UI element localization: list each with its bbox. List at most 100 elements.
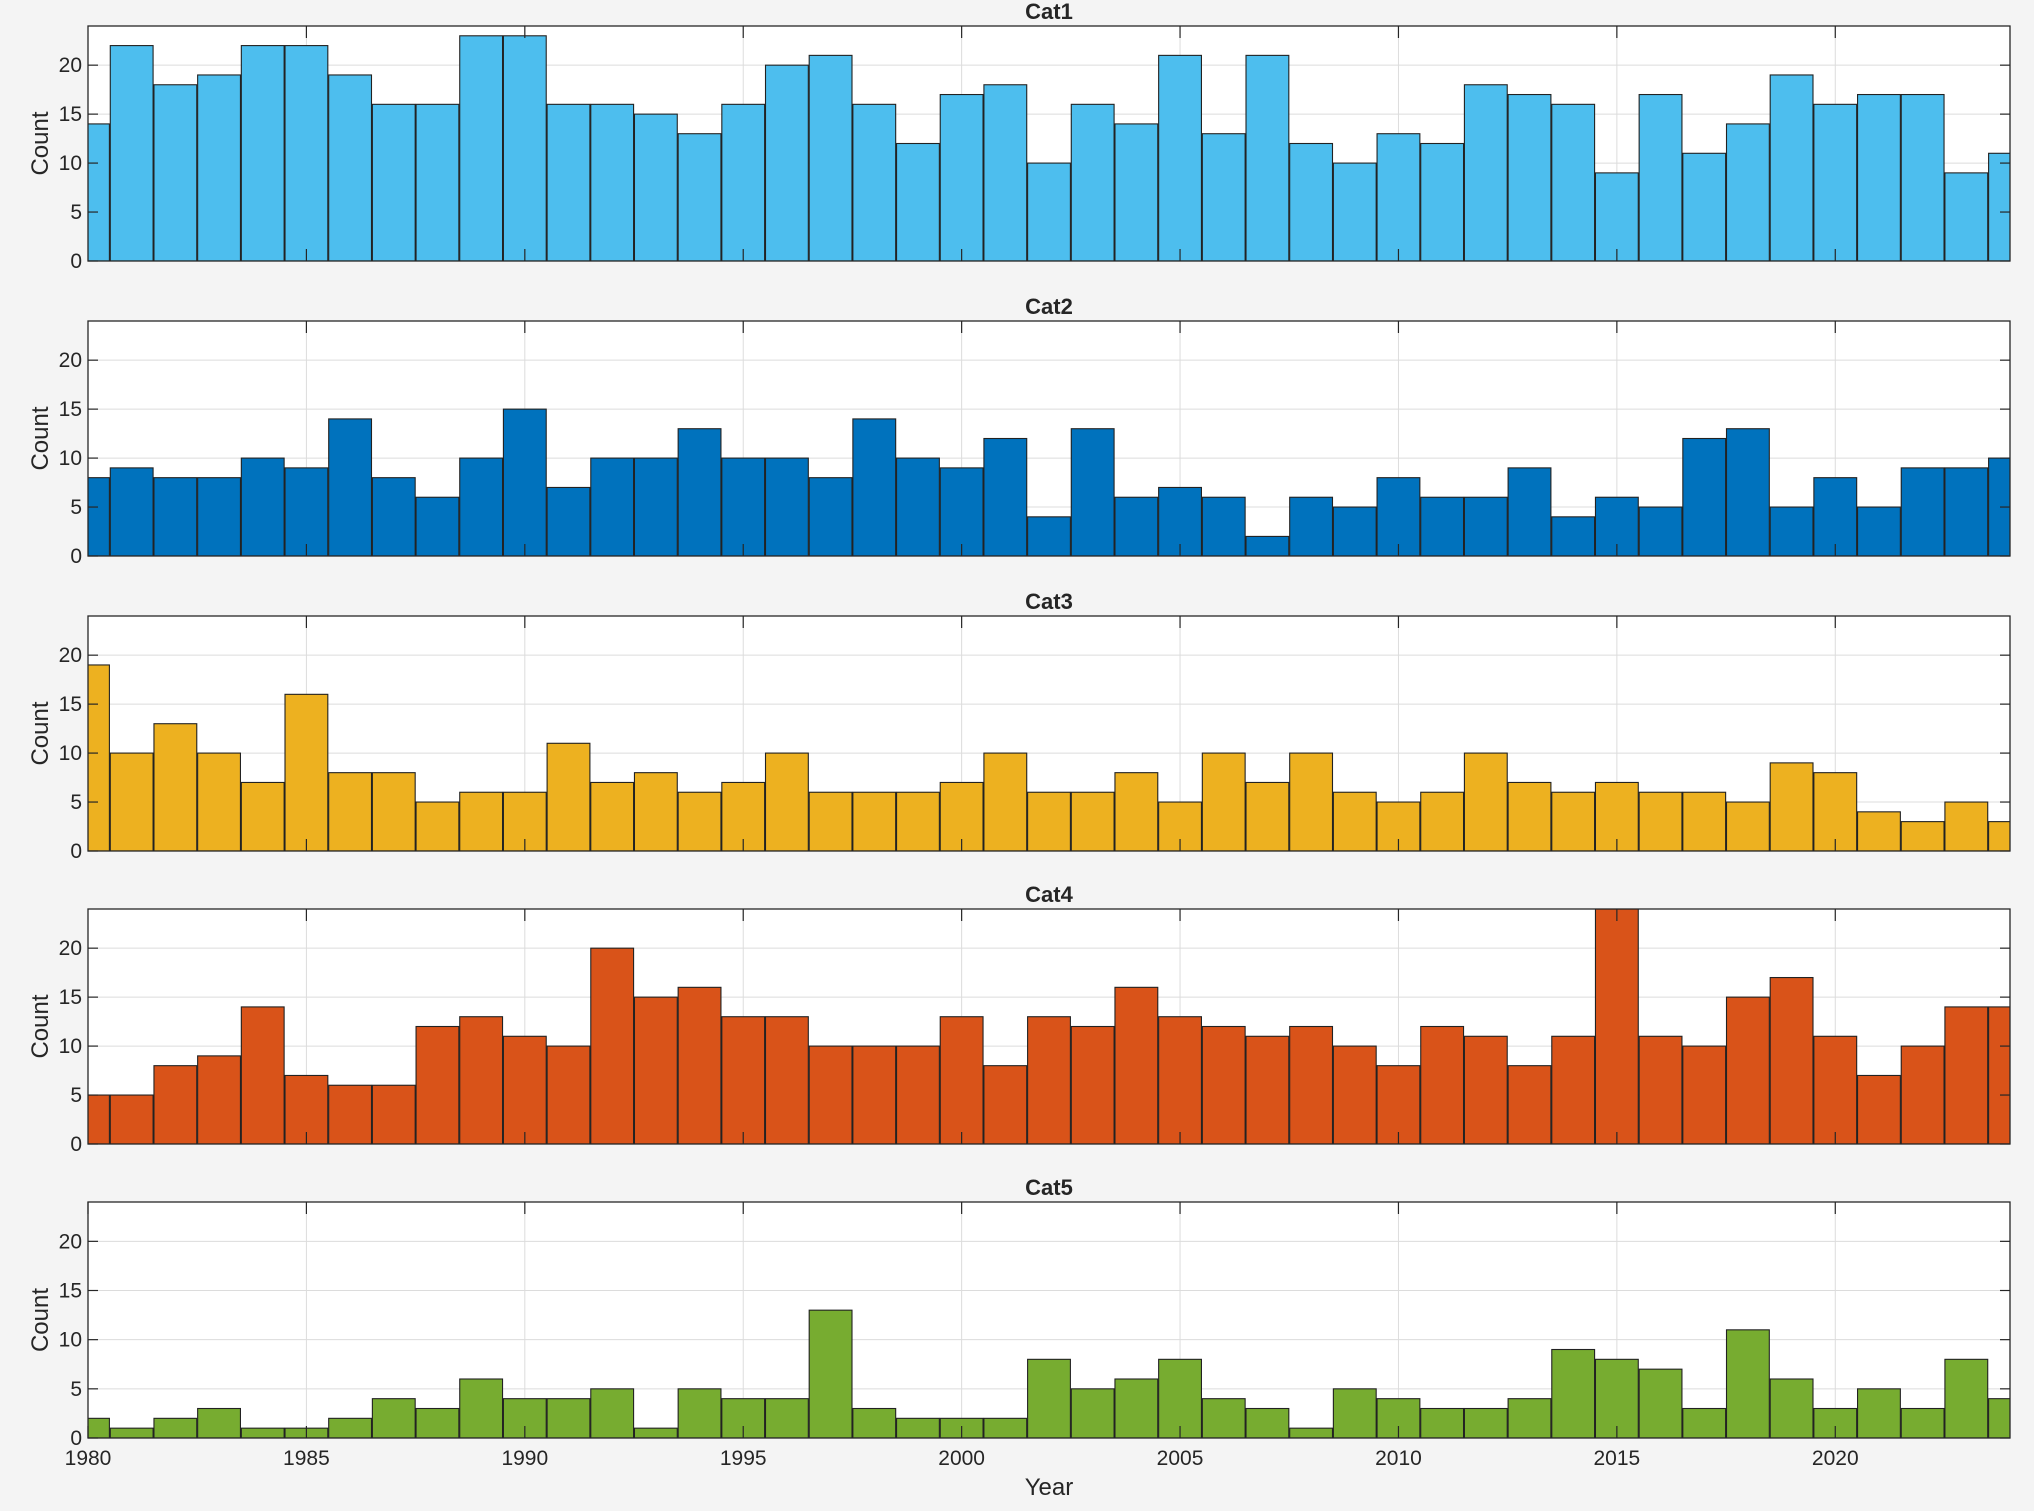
bar-1996 (764, 457, 809, 556)
x-tick-label: 1980 (65, 1447, 112, 1470)
axes-box (87, 908, 2011, 1145)
bar-1982 (153, 1417, 198, 1438)
bar-2011 (1420, 791, 1465, 851)
y-tick-label: 10 (59, 1329, 82, 1352)
bar-2015 (1594, 172, 1639, 261)
bar-1991 (546, 1045, 591, 1144)
bar-1984 (240, 457, 285, 556)
y-tick-label: 5 (70, 201, 82, 224)
bar-1987 (371, 772, 416, 851)
bar-1991 (546, 1398, 591, 1438)
bar-1985 (284, 45, 329, 261)
bar-1997 (808, 54, 853, 261)
axes-box (87, 25, 2011, 262)
bar-2013 (1507, 1065, 1552, 1144)
bar-2015 (1594, 781, 1639, 851)
bar-1998 (852, 418, 897, 556)
bar-2019 (1769, 976, 1814, 1144)
bar-series (88, 909, 2010, 1144)
bar-2008 (1289, 496, 1334, 556)
bar-1983 (197, 477, 241, 556)
bar-2016 (1638, 506, 1683, 556)
bar-2018 (1725, 428, 1770, 556)
bar-2000 (939, 93, 984, 261)
bar-2001 (983, 84, 1028, 261)
bar-1989 (459, 35, 504, 261)
bar-2012 (1463, 1407, 1508, 1438)
bar-1988 (415, 801, 460, 851)
bar-1981 (109, 1427, 154, 1438)
bar-1984 (240, 1427, 285, 1438)
bar-1993 (633, 772, 678, 851)
bar-1981 (109, 45, 154, 261)
bar-1986 (328, 772, 373, 851)
y-tick-label: 10 (59, 152, 82, 175)
axes-box (87, 1201, 2011, 1439)
bar-2001 (983, 1417, 1028, 1438)
bar-2018 (1725, 801, 1770, 851)
bar-1984 (240, 45, 285, 261)
bar-1986 (328, 418, 373, 556)
y-tick-label: 0 (70, 840, 82, 863)
bar-2004 (1114, 123, 1159, 261)
bar-2020 (1813, 772, 1858, 851)
bar-2021 (1857, 811, 1901, 851)
panel-cat5: 0 5 10 15 20 1980 1985 1990 1995 2000 2005 2010 2015… (27, 1175, 2011, 1501)
bar-1987 (371, 103, 416, 261)
bar-1996 (764, 64, 809, 261)
bar-1983 (197, 752, 241, 851)
bar-1982 (153, 1065, 198, 1144)
y-axis-label: Count (27, 406, 54, 470)
bar-1985 (284, 693, 329, 851)
bar-series (88, 408, 2010, 556)
bar-1988 (415, 103, 460, 261)
bar-1999 (896, 457, 940, 556)
bar-2023 (1944, 801, 1989, 851)
x-tick-label: 2005 (1157, 1447, 1204, 1470)
bar-1999 (896, 791, 940, 851)
bar-2009 (1332, 1045, 1377, 1144)
bar-1989 (459, 1016, 504, 1144)
bar-2006 (1201, 1398, 1246, 1438)
bar-1994 (677, 791, 722, 851)
chart-title: Cat2 (1025, 294, 1073, 319)
bar-2014 (1551, 516, 1596, 556)
bar-2016 (1638, 791, 1683, 851)
bar-1993 (633, 1427, 678, 1438)
x-axis-label: Year (1025, 1474, 1074, 1501)
bar-1998 (852, 791, 897, 851)
y-tick-label: 0 (70, 545, 82, 568)
x-tick-label: 2015 (1594, 1447, 1641, 1470)
bar-1987 (371, 1398, 416, 1438)
x-tick-label: 1990 (501, 1447, 548, 1470)
bar-1996 (764, 752, 809, 851)
bar-2015 (1594, 1358, 1639, 1438)
bar-1998 (852, 1045, 897, 1144)
chart-title: Cat4 (1025, 882, 1073, 907)
y-tick-label: 10 (59, 742, 82, 765)
bar-2018 (1725, 1329, 1770, 1438)
bar-2013 (1507, 93, 1552, 261)
bar-2004 (1114, 1378, 1159, 1438)
bar-2024 (1988, 1398, 2010, 1438)
bar-2022 (1900, 1045, 1945, 1144)
x-tick-label: 2010 (1375, 1447, 1422, 1470)
bar-2011 (1420, 496, 1465, 556)
bar-1980 (88, 123, 110, 261)
bar-2012 (1463, 752, 1508, 851)
bar-1980 (88, 1417, 110, 1438)
bar-2005 (1158, 54, 1202, 261)
panel-cat4: 0 5 10 15 20 Cat4 Count (27, 882, 2011, 1156)
bar-2010 (1376, 133, 1421, 261)
bar-2012 (1463, 496, 1508, 556)
bar-1989 (459, 457, 504, 556)
bar-2020 (1813, 103, 1858, 261)
bar-1992 (590, 947, 635, 1144)
x-tick-label: 1985 (283, 1447, 330, 1470)
y-tick-label: 15 (59, 986, 82, 1009)
bar-1993 (633, 996, 678, 1144)
bar-1989 (459, 1378, 504, 1438)
x-tick-label: 2000 (938, 1447, 985, 1470)
bar-1986 (328, 74, 373, 261)
